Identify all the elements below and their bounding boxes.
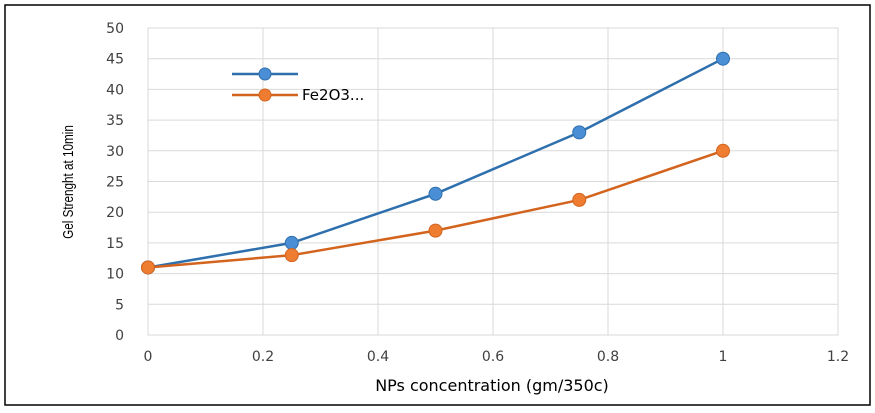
legend-item-series-2: Fe2O3... — [232, 86, 364, 104]
x-tick-label: 0 — [144, 349, 153, 365]
series-layer — [141, 51, 730, 275]
y-axis-label: Gel Strenght at 10min — [60, 125, 77, 239]
series-2-point — [428, 223, 443, 238]
x-tick-label: 0.6 — [482, 349, 504, 365]
y-tick-label: 15 — [106, 236, 124, 252]
series-2-point — [141, 260, 155, 275]
series-2-point — [284, 248, 299, 263]
legend-marker-series-1 — [258, 67, 272, 81]
series-2 — [141, 143, 730, 275]
legend-marker-series-2 — [258, 88, 272, 102]
y-tick-label: 45 — [106, 52, 124, 68]
chart-border — [4, 4, 871, 406]
series-1-point — [284, 235, 299, 250]
y-tick-label: 30 — [106, 144, 124, 160]
y-tick-label: 10 — [106, 267, 124, 283]
series-1-point — [716, 51, 730, 66]
x-tick-label: 1.2 — [827, 349, 849, 365]
y-axis-ticks: 0 5 10 15 20 25 30 35 40 45 50 — [106, 21, 124, 344]
x-tick-label: 0.8 — [597, 349, 619, 365]
y-tick-label: 40 — [106, 82, 124, 98]
y-tick-label: 25 — [106, 175, 124, 191]
y-tick-label: 5 — [115, 297, 124, 313]
x-tick-label: 0.2 — [252, 349, 274, 365]
x-axis-ticks: 0 0.2 0.4 0.6 0.8 1 1.2 — [144, 349, 850, 365]
y-tick-label: 20 — [106, 205, 124, 221]
legend-item-series-1 — [232, 67, 298, 81]
y-tick-label: 0 — [115, 328, 124, 344]
series-2-point — [572, 192, 587, 207]
series-1-point — [428, 186, 443, 201]
y-tick-label: 35 — [106, 113, 124, 129]
x-tick-label: 1 — [719, 349, 728, 365]
legend: Fe2O3... — [232, 67, 364, 104]
series-1-point — [572, 125, 587, 140]
x-axis-label: NPs concentration (gm/350c) — [375, 376, 609, 395]
legend-label-series-2: Fe2O3... — [302, 86, 364, 104]
series-2-point — [716, 143, 730, 158]
y-tick-label: 50 — [106, 21, 124, 37]
x-tick-label: 0.4 — [367, 349, 389, 365]
